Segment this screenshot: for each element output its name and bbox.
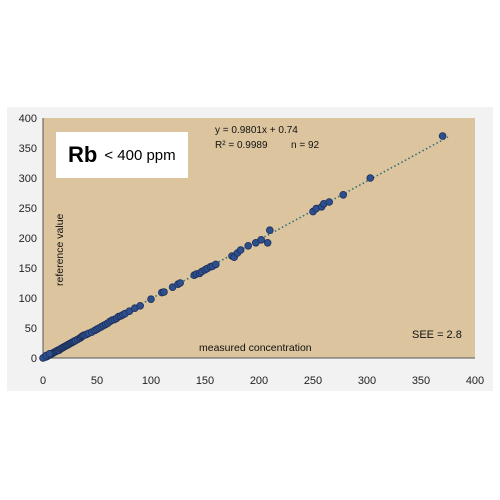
y-tick-label: 350 [19,143,37,155]
data-point [325,198,334,206]
y-tick-label: 200 [19,233,37,245]
data-point [236,246,245,254]
sample-count: n = 92 [291,140,320,151]
data-point [263,239,272,247]
x-tick-label: 100 [142,375,160,387]
data-point [339,191,348,199]
data-point [176,279,184,287]
y-tick-label: 300 [19,173,37,185]
data-point [45,349,54,358]
x-axis-label: measured concentration [199,342,312,354]
chart-subtitle: < 400 ppm [104,146,176,164]
y-tick-label: 50 [25,323,37,335]
x-tick-label: 250 [304,375,322,387]
x-tick-label: 200 [250,375,268,387]
y-tick-label: 400 [19,113,37,125]
y-axis-label: reference value [54,213,66,286]
y-tick-label: 150 [19,263,37,275]
data-point [147,295,155,304]
x-tick-label: 400 [466,375,484,387]
data-point [265,226,274,235]
data-point [244,242,253,250]
data-point [212,260,220,269]
data-point [136,301,145,310]
chart-title-box: Rb < 400 ppm [56,132,188,178]
y-tick-label: 100 [19,293,37,305]
x-tick-label: 0 [40,375,46,387]
y-tick-labels: 0 50 100 150 200 250 300 350 400 [19,113,37,365]
data-point [160,288,168,296]
data-point [438,132,447,140]
data-points [39,132,447,362]
trend-equation: y = 0.9801x + 0.74 [215,125,298,136]
y-tick-label: 250 [19,203,37,215]
data-point [257,236,265,244]
x-tick-label: 300 [358,375,376,387]
r-squared: R² = 0.9989 [215,140,268,151]
data-point [366,174,375,182]
x-tick-label: 150 [196,375,214,387]
x-tick-label: 50 [91,375,103,387]
y-tick-label: 0 [31,353,37,365]
x-tick-labels: 0 50 100 150 200 250 300 350 400 [40,375,484,387]
x-tick-label: 350 [412,375,430,387]
see-value: SEE = 2.8 [412,329,462,341]
chart-title: Rb [68,142,98,167]
